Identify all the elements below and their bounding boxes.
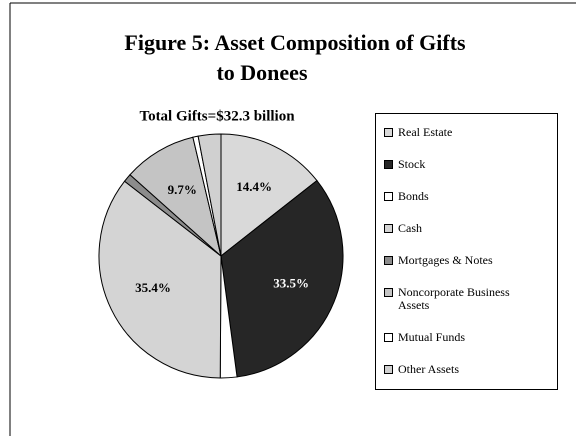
data-label: 14.4% <box>236 179 272 194</box>
legend-label: Real Estate <box>398 124 453 139</box>
legend: Real Estate Stock Bonds Cash Mortgages & Not… <box>375 113 558 390</box>
legend-item: Cash <box>384 220 551 235</box>
legend-item: Bonds <box>384 188 551 203</box>
data-label: 9.7% <box>168 182 197 197</box>
pie-slice <box>98 180 222 379</box>
legend-item: Other Assets <box>384 361 551 376</box>
legend-item: Real Estate <box>384 124 551 139</box>
legend-label: Bonds <box>398 188 429 203</box>
pie-slice <box>220 133 318 258</box>
legend-label: Mortgages & Notes <box>398 252 493 267</box>
pie-slice <box>197 133 222 257</box>
legend-item: Mortgages & Notes <box>384 252 551 267</box>
legend-swatch <box>384 255 393 265</box>
legend-item: Mutual Funds <box>384 329 551 344</box>
legend-item: Noncorporate Business Assets <box>384 284 551 312</box>
legend-swatch <box>384 287 393 297</box>
legend-label: Stock <box>398 156 426 171</box>
chart-title: Figure 5: Asset Composition of Gifts <box>124 30 466 55</box>
chart-title: to Donees <box>216 60 307 85</box>
legend-label: Other Assets <box>398 361 459 376</box>
legend-swatch <box>384 223 393 233</box>
legend-swatch <box>384 159 393 169</box>
pie: 14.4% 33.5% 35.4% 9.7% <box>98 133 344 379</box>
legend-swatch <box>384 127 393 137</box>
legend-item: Stock <box>384 156 551 171</box>
legend-label: Mutual Funds <box>398 329 466 344</box>
legend-label: Cash <box>398 220 422 235</box>
data-label: 35.4% <box>135 280 171 295</box>
legend-label: Noncorporate Business Assets <box>398 284 510 312</box>
data-label: 33.5% <box>273 275 309 290</box>
pie-slice <box>220 179 344 378</box>
legend-swatch <box>384 332 393 342</box>
legend-swatch <box>384 191 393 201</box>
legend-swatch <box>384 364 393 374</box>
chart-subtitle: Total Gifts=$32.3 billion <box>139 108 295 124</box>
pie-slice <box>129 136 222 258</box>
